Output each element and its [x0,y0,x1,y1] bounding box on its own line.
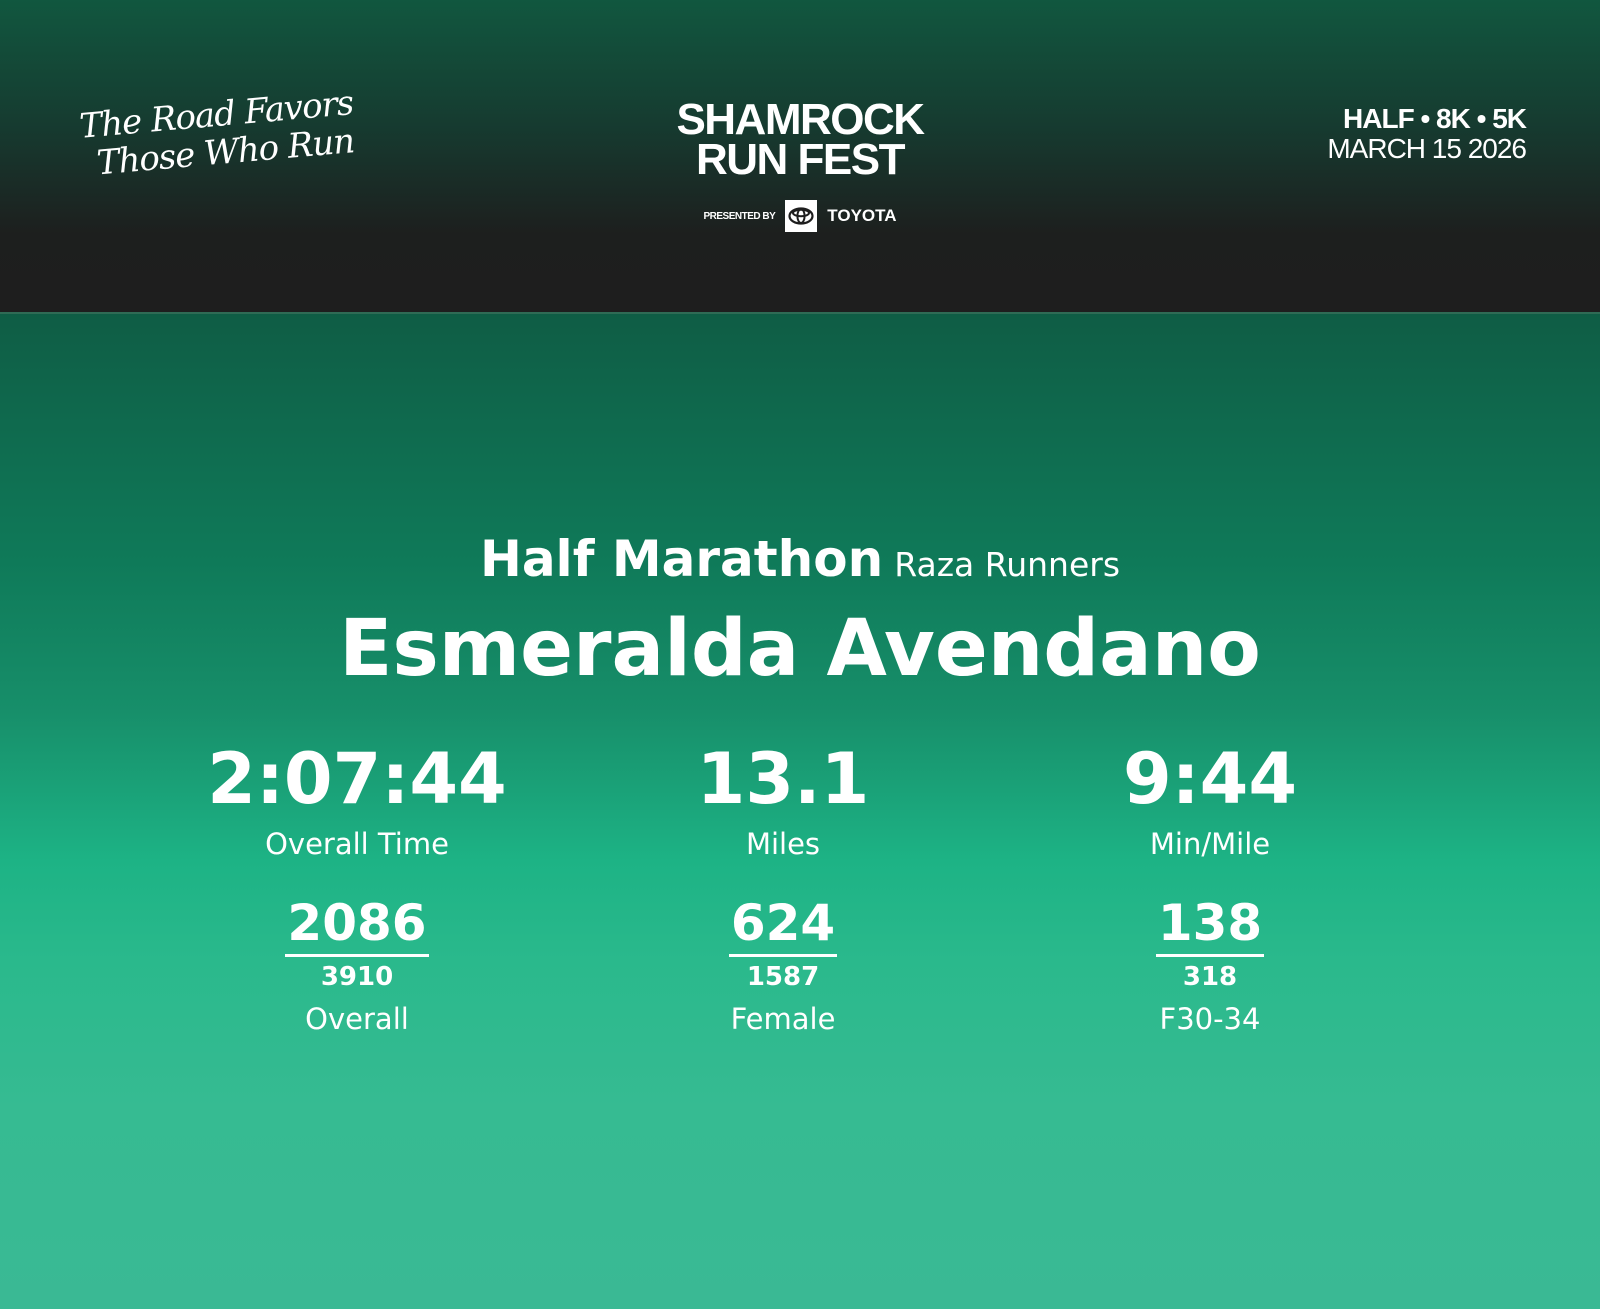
overall-total: 3910 [320,962,394,992]
race-distances: HALF • 8K • 5K [1343,103,1527,134]
pace-value: 9:44 [1122,738,1298,820]
race-name: Half Marathon [479,530,884,588]
pace-label: Min/Mile [1149,827,1271,861]
runner-name: Esmeralda Avendano [339,604,1261,694]
overall-category: Overall [305,1002,409,1036]
team-name: Raza Runners [894,545,1121,584]
stat-column-gender: 13.1 Miles 624 1587 Female [573,734,993,1041]
event-info: HALF • 8K • 5K MARCH 15 2026 [1327,103,1527,164]
overall-time-value: 2:07:44 [207,738,507,820]
distance-label: Miles [745,827,821,861]
gender-place: 624 [728,892,838,957]
header: The Road Favors Those Who Run SHAMROCK R… [0,0,1600,314]
stat-column-age-group: 9:44 Min/Mile 138 318 F30-34 [1000,734,1420,1041]
event-date: MARCH 15 2026 [1327,133,1527,164]
toyota-logo-icon [785,200,818,232]
overall-place: 2086 [285,892,429,957]
presented-by-label: PRESENTED BY [703,210,776,222]
result-card: Half Marathon Raza Runners Esmeralda Ave… [0,314,1600,1309]
race-line: Half Marathon Raza Runners [0,530,1600,588]
logo-line-1: SHAMROCK [676,95,925,144]
distance-value: 13.1 [696,738,870,820]
age-group-place: 138 [1155,892,1265,957]
age-group-category: F30-34 [1159,1002,1261,1036]
tagline: The Road Favors Those Who Run [78,83,358,184]
logo-line-2: RUN FEST [696,135,906,184]
event-logo: SHAMROCK RUN FEST PRESENTED BY TOYOTA [600,95,1000,232]
gender-category: Female [730,1002,836,1036]
gender-total: 1587 [746,962,820,992]
age-group-total: 318 [1182,962,1238,992]
overall-time-label: Overall Time [265,827,449,861]
sponsor-lockup: PRESENTED BY TOYOTA [600,200,1000,232]
sponsor-name: TOYOTA [827,206,897,225]
stat-column-overall: 2:07:44 Overall Time 2086 3910 Overall [147,734,567,1041]
